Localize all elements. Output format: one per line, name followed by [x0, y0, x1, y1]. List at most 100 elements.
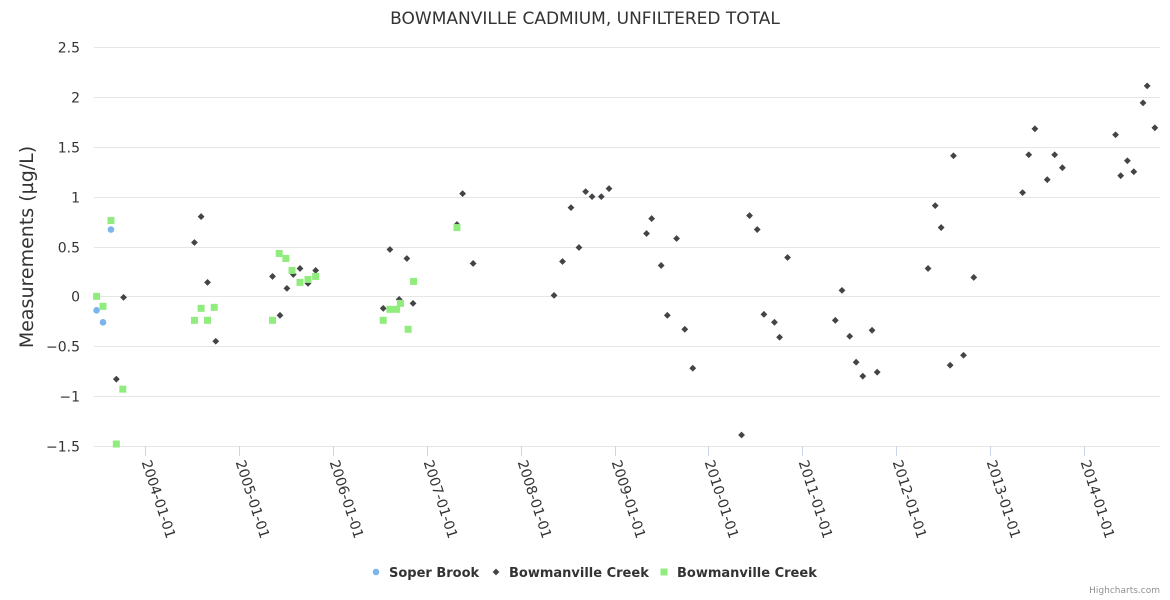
data-point[interactable]	[950, 152, 957, 160]
data-point[interactable]	[582, 188, 590, 196]
data-point[interactable]	[643, 230, 650, 237]
data-point[interactable]	[459, 190, 467, 198]
data-point[interactable]	[550, 291, 558, 299]
data-point[interactable]	[269, 273, 276, 280]
data-point[interactable]	[212, 337, 220, 345]
data-point[interactable]	[689, 364, 697, 372]
data-point[interactable]	[453, 224, 461, 232]
data-point[interactable]	[197, 304, 205, 312]
data-point[interactable]	[99, 302, 107, 310]
data-point[interactable]	[93, 307, 100, 314]
data-point[interactable]	[784, 254, 791, 261]
data-point[interactable]	[386, 246, 394, 253]
data-point[interactable]	[738, 431, 745, 439]
data-point[interactable]	[760, 310, 768, 318]
data-point[interactable]	[386, 305, 394, 313]
data-point[interactable]	[191, 239, 198, 246]
data-point[interactable]	[1151, 124, 1159, 132]
data-point[interactable]	[204, 316, 212, 324]
data-point[interactable]	[937, 224, 945, 231]
data-point[interactable]	[276, 311, 284, 319]
data-point[interactable]	[288, 266, 296, 274]
legend-item[interactable]: Bowmanville Creek	[492, 566, 650, 581]
data-point[interactable]	[197, 213, 205, 220]
data-point[interactable]	[1043, 176, 1051, 184]
data-point[interactable]	[1025, 151, 1033, 159]
data-point[interactable]	[846, 332, 854, 340]
data-point[interactable]	[673, 235, 680, 242]
data-point[interactable]	[312, 267, 320, 274]
data-point[interactable]	[657, 262, 665, 269]
data-point[interactable]	[312, 272, 320, 280]
data-point[interactable]	[99, 319, 107, 326]
data-point[interactable]	[776, 333, 783, 341]
data-point[interactable]	[1031, 125, 1039, 133]
data-point[interactable]	[289, 271, 297, 278]
data-point[interactable]	[970, 274, 978, 281]
data-point[interactable]	[753, 226, 761, 233]
data-point[interactable]	[946, 361, 954, 369]
data-point[interactable]	[1019, 189, 1026, 197]
legend-item[interactable]: Soper Brook	[372, 566, 480, 581]
data-point[interactable]	[112, 375, 120, 383]
data-point[interactable]	[269, 316, 277, 324]
data-point[interactable]	[859, 372, 867, 380]
data-point[interactable]	[296, 265, 304, 272]
data-point[interactable]	[648, 215, 656, 222]
data-point[interactable]	[304, 275, 312, 283]
data-point[interactable]	[567, 204, 575, 211]
credits-link[interactable]: Highcharts.com	[1089, 586, 1160, 596]
data-point[interactable]	[112, 440, 120, 448]
data-point[interactable]	[403, 255, 411, 262]
data-point[interactable]	[93, 292, 101, 300]
data-point[interactable]	[120, 293, 127, 301]
data-point[interactable]	[746, 212, 753, 219]
data-point[interactable]	[559, 258, 566, 265]
data-point[interactable]	[409, 299, 417, 307]
data-point[interactable]	[204, 279, 211, 286]
data-point[interactable]	[924, 265, 932, 272]
legend-item[interactable]: Bowmanville Creek	[660, 566, 818, 581]
data-point[interactable]	[107, 226, 115, 233]
data-point[interactable]	[282, 254, 290, 262]
data-point[interactable]	[873, 368, 881, 376]
data-point[interactable]	[410, 277, 418, 285]
data-point[interactable]	[190, 316, 198, 324]
data-point[interactable]	[838, 286, 846, 294]
data-point[interactable]	[1058, 164, 1066, 172]
data-point[interactable]	[1051, 151, 1059, 159]
data-point[interactable]	[1143, 82, 1151, 90]
data-point[interactable]	[575, 244, 583, 251]
data-point[interactable]	[1112, 131, 1119, 139]
legend-marker[interactable]	[492, 568, 500, 576]
data-point[interactable]	[469, 260, 477, 267]
data-point[interactable]	[1139, 99, 1147, 107]
data-point[interactable]	[831, 316, 839, 324]
data-point[interactable]	[393, 305, 401, 313]
data-point[interactable]	[931, 202, 939, 210]
data-point[interactable]	[275, 249, 283, 257]
data-point[interactable]	[852, 358, 860, 366]
data-point[interactable]	[396, 299, 404, 307]
data-point[interactable]	[960, 351, 967, 359]
data-point[interactable]	[681, 325, 689, 333]
data-point[interactable]	[771, 318, 778, 326]
data-point[interactable]	[1123, 157, 1131, 165]
legend-marker[interactable]	[660, 568, 668, 576]
data-point[interactable]	[379, 316, 387, 324]
data-point[interactable]	[597, 193, 605, 201]
legend-marker[interactable]	[372, 568, 380, 576]
data-point[interactable]	[663, 311, 671, 319]
data-point[interactable]	[1117, 172, 1125, 180]
data-point[interactable]	[1130, 168, 1138, 176]
data-point[interactable]	[283, 284, 291, 292]
data-point[interactable]	[107, 217, 115, 225]
data-point[interactable]	[868, 326, 876, 334]
data-point[interactable]	[379, 304, 387, 312]
data-point[interactable]	[588, 193, 596, 201]
data-point[interactable]	[404, 325, 412, 333]
data-point[interactable]	[605, 185, 613, 193]
data-point[interactable]	[210, 303, 218, 311]
data-point[interactable]	[296, 278, 304, 286]
data-point[interactable]	[119, 385, 127, 393]
